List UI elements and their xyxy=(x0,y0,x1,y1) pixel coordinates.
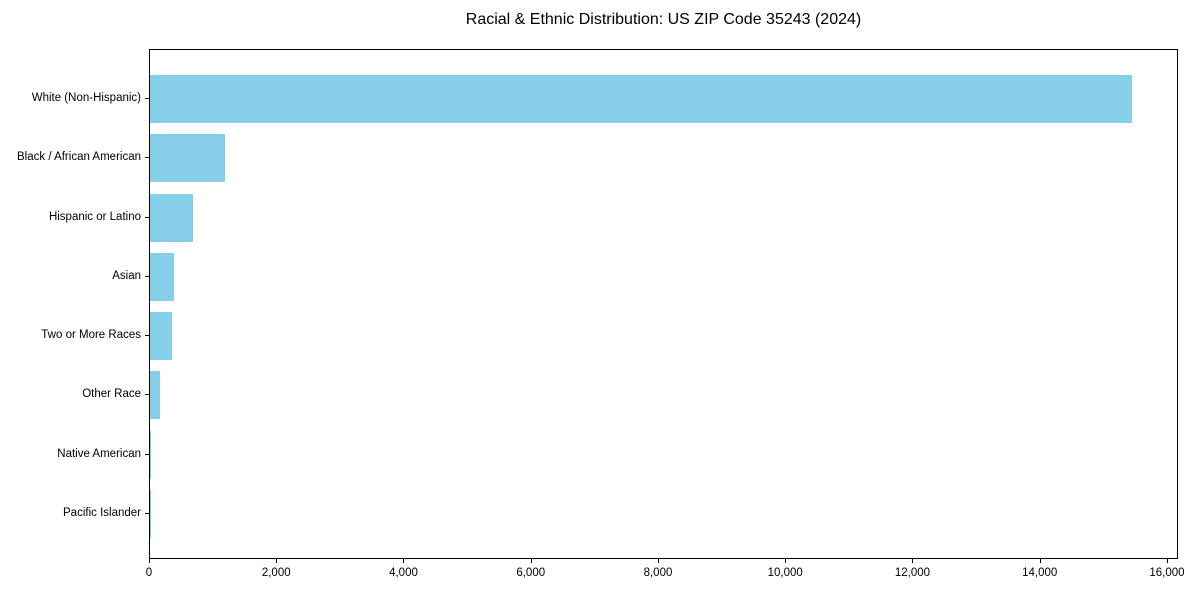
x-tick-mark xyxy=(276,559,278,563)
chart-title: Racial & Ethnic Distribution: US ZIP Cod… xyxy=(465,11,862,28)
bar-pacific-islander xyxy=(150,490,151,539)
x-tick-label: 16,000 xyxy=(1149,567,1185,579)
x-tick-label: 4,000 xyxy=(389,567,418,579)
x-tick-label: 2,000 xyxy=(261,567,291,579)
y-tick-label: White (Non-Hispanic) xyxy=(31,92,141,104)
bar-two-or-more-races xyxy=(150,312,173,361)
y-tick-label: Other Race xyxy=(82,388,141,401)
y-tick-mark xyxy=(145,157,149,159)
x-tick-mark xyxy=(657,559,659,563)
y-tick-label: Pacific Islander xyxy=(63,507,141,520)
y-tick-mark xyxy=(145,453,149,455)
x-tick-mark xyxy=(530,559,532,563)
bar-other-race xyxy=(150,371,160,420)
plot-area xyxy=(149,49,1178,559)
y-tick-label: Two or More Races xyxy=(41,329,141,342)
y-tick-label: Hispanic or Latino xyxy=(48,210,141,223)
y-tick-label: Asian xyxy=(112,269,141,282)
y-tick-mark xyxy=(145,275,149,277)
x-tick-mark xyxy=(403,559,405,563)
bar-hispanic-or-latino xyxy=(150,193,193,242)
x-tick-label: 6,000 xyxy=(516,567,546,579)
x-tick-mark xyxy=(149,559,150,563)
bar-white-non-hispanic xyxy=(150,75,1133,123)
x-tick-label: 10,000 xyxy=(767,567,803,579)
y-tick-mark xyxy=(145,216,149,218)
x-tick-label: 14,000 xyxy=(1022,567,1058,579)
y-tick-mark xyxy=(145,394,149,396)
x-tick-label: 0 xyxy=(145,567,153,579)
y-tick-mark xyxy=(145,98,149,99)
x-tick-mark xyxy=(1166,559,1168,563)
bar-native-american xyxy=(150,430,152,479)
x-tick-label: 8,000 xyxy=(643,567,673,579)
x-tick-mark xyxy=(785,559,787,563)
bar-black-african-american xyxy=(150,134,226,183)
y-tick-label: Black / African American xyxy=(17,151,141,164)
y-tick-mark xyxy=(145,513,149,515)
x-tick-label: 12,000 xyxy=(894,567,931,579)
bar-asian xyxy=(150,252,175,301)
x-tick-mark xyxy=(1039,559,1041,563)
x-tick-mark xyxy=(912,559,914,563)
y-tick-label: Native American xyxy=(57,447,141,460)
y-tick-mark xyxy=(145,335,149,337)
